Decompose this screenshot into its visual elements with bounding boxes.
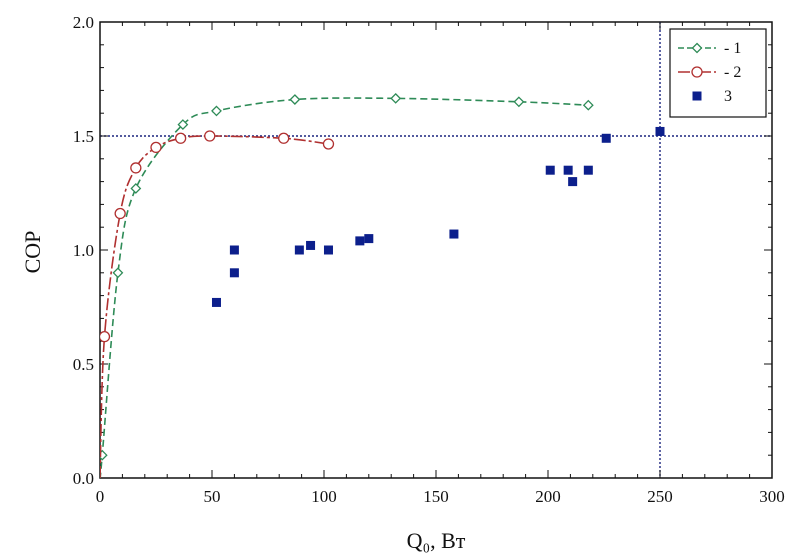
series-2-point (130, 162, 142, 174)
series-2-point (278, 132, 290, 144)
series-1-point (100, 449, 108, 461)
y-tick-label: 2.0 (73, 13, 94, 32)
series-3-point (229, 245, 239, 255)
series-3-point (323, 245, 333, 255)
series-3-point (449, 229, 459, 239)
legend-marker (692, 91, 702, 101)
series-2-point (114, 207, 126, 220)
series-3-point (364, 234, 374, 244)
x-tick-label: 250 (647, 487, 673, 506)
legend: - 1 - 2 3 (669, 28, 767, 118)
legend-label: - 2 (724, 64, 741, 81)
series-2-point (322, 138, 335, 150)
series-2-point (100, 330, 111, 343)
legend-item-3: 3 (692, 88, 732, 105)
series-1-point (513, 96, 525, 108)
series-1-point (130, 183, 142, 194)
y-axis-title: COP (20, 231, 45, 274)
series-1 (100, 92, 594, 478)
series-1-point (211, 105, 222, 117)
series-3-point (211, 297, 221, 307)
series-2 (100, 130, 335, 478)
series-3-point (655, 126, 665, 136)
y-tick-label: 1.5 (73, 127, 94, 146)
y-tick-label: 1.0 (73, 241, 94, 260)
legend-label: 3 (724, 88, 732, 105)
series-3-point (306, 240, 316, 250)
series-2-point (174, 132, 187, 144)
series-3-point (545, 165, 555, 175)
legend-label: - 1 (724, 40, 741, 57)
x-tick-label: 150 (423, 487, 449, 506)
series-2-point (204, 130, 216, 142)
series-3-point (563, 165, 573, 175)
y-tick-label: 0.5 (73, 355, 94, 374)
series-3-point (294, 245, 304, 255)
x-tick-label: 200 (535, 487, 561, 506)
legend-item-2: - 2 (678, 64, 741, 81)
x-axis-title: Q₀, Вт (407, 528, 466, 553)
y-tick-label: 0.0 (73, 469, 94, 488)
x-tick-label: 300 (759, 487, 785, 506)
legend-box (669, 28, 767, 118)
series-3 (211, 126, 665, 307)
series-1-point (390, 92, 402, 104)
series-2-point (150, 141, 162, 154)
series-1-point (289, 94, 301, 105)
legend-item-1: - 1 (678, 40, 741, 57)
series-1-line (100, 97, 589, 478)
series-3-point (355, 236, 365, 246)
series-1-point (177, 119, 189, 131)
legend-marker (691, 66, 703, 78)
legend-marker (691, 42, 703, 54)
series-3-point (229, 268, 239, 278)
series-1-point (112, 267, 124, 279)
series-3-point (568, 177, 578, 187)
x-tick-label: 0 (96, 487, 105, 506)
x-tick-label: 50 (204, 487, 221, 506)
x-tick-label: 100 (311, 487, 337, 506)
series-3-point (583, 165, 593, 175)
series-3-point (601, 133, 611, 143)
series-1-point (582, 99, 594, 111)
